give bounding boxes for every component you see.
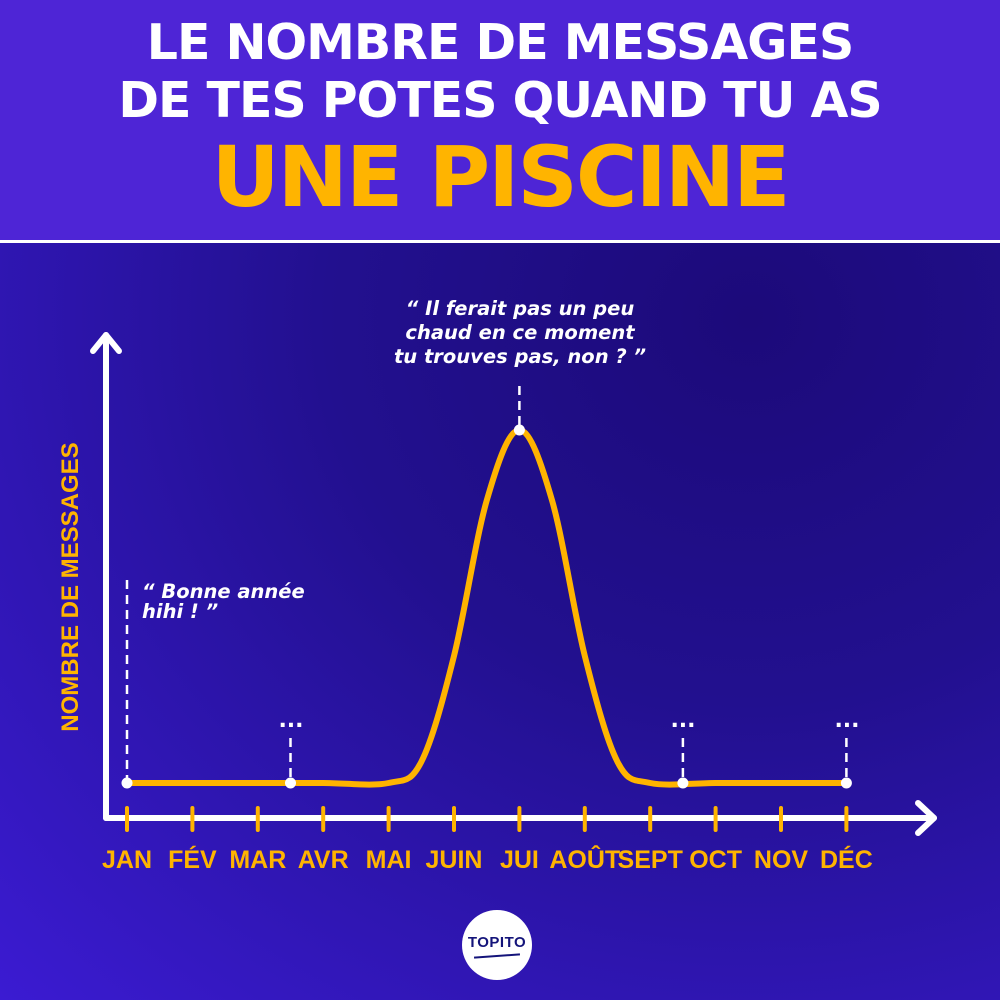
x-tick-label: AVR — [298, 846, 349, 874]
annotation-text-line: ... — [834, 708, 859, 733]
x-tick-label: FÉV — [168, 845, 217, 874]
chart-background — [0, 243, 1000, 1000]
x-ticks — [125, 806, 849, 832]
x-tick-label: AOÛT — [549, 844, 620, 874]
annotation-text: “ Il ferait pas un peu chaud en ce moment… — [394, 297, 646, 368]
x-tick-label: SEPT — [618, 846, 683, 874]
x-tick-label: JAN — [102, 846, 152, 874]
x-tick-label: JUI — [500, 846, 539, 874]
annotation-text-line: chaud en ce moment — [405, 321, 635, 344]
data-point — [121, 777, 133, 789]
x-tick-label: MAR — [229, 846, 286, 874]
data-point — [285, 777, 296, 789]
data-point — [513, 424, 525, 436]
header-banner: LE NOMBRE DE MESSAGES DE TES POTES QUAND… — [0, 0, 1000, 243]
x-tick-label: MAI — [366, 846, 412, 874]
title-line-1: LE NOMBRE DE MESSAGES — [146, 14, 855, 71]
series-layer — [124, 427, 850, 788]
annotation-text-line: “ Il ferait pas un peu — [406, 297, 635, 320]
topito-logo: TOPITO — [462, 910, 532, 980]
x-tick-label: DÉC — [820, 845, 873, 874]
x-tick-label: JUIN — [426, 846, 483, 874]
x-axis-arrowhead — [915, 800, 937, 836]
series-line — [124, 427, 850, 788]
annotation-text-line: ... — [670, 708, 695, 733]
x-tick-label: OCT — [689, 846, 742, 874]
annotation-text: ... — [278, 708, 303, 733]
annotation-text-line: “ Bonne année — [142, 580, 305, 603]
title-line-2: DE TES POTES QUAND TU AS — [118, 72, 882, 129]
annotation-text-line: tu trouves pas, non ? ” — [394, 345, 646, 368]
logo-text: TOPITO — [467, 934, 527, 951]
annotation-text: ... — [834, 708, 859, 733]
y-axis-arrowhead — [90, 332, 122, 354]
annotation-text: ... — [670, 708, 695, 733]
annotation-text-line: ... — [278, 708, 303, 733]
x-tick-label: NOV — [754, 846, 809, 874]
title-line-3: UNE PISCINE — [211, 128, 790, 226]
data-point — [840, 777, 852, 789]
annotation-text: “ Bonne année hihi ! ” — [142, 580, 305, 623]
logo-underline — [473, 953, 521, 959]
y-axis-label: NOMBRE DE MESSAGES — [57, 442, 84, 731]
annotations-layer: “ Bonne année hihi ! ”... “ Il ferait pas … — [121, 297, 860, 789]
annotation-text-line: hihi ! ” — [142, 600, 218, 623]
data-point — [677, 777, 689, 789]
